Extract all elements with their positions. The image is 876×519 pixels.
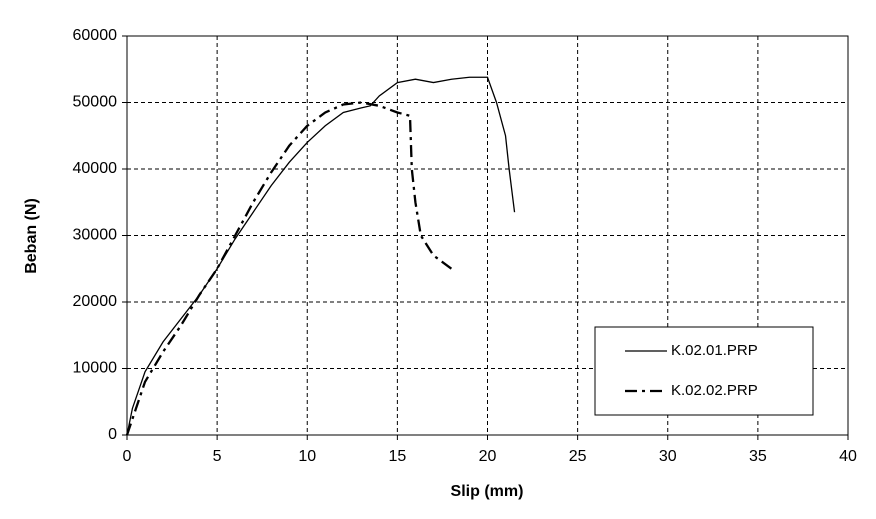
x-tick-label: 40	[839, 448, 857, 465]
x-tick-label: 5	[213, 448, 222, 465]
y-tick-label: 20000	[73, 293, 118, 310]
x-tick-label: 25	[569, 448, 587, 465]
y-tick-label: 50000	[73, 94, 118, 111]
plot-frame	[126, 35, 849, 436]
y-tick-label: 30000	[73, 227, 118, 244]
x-tick-label: 30	[659, 448, 677, 465]
line	[125, 101, 453, 436]
x-tick-label: 35	[749, 448, 767, 465]
x-tick-label: 20	[479, 448, 497, 465]
y-tick-label: 0	[108, 426, 117, 443]
y-axis-title: Beban (N)	[23, 198, 40, 274]
x-tick-label: 10	[298, 448, 316, 465]
x-tick-label: 15	[388, 448, 406, 465]
line	[126, 76, 516, 436]
x-tick-label: 0	[123, 448, 132, 465]
y-tick-label: 40000	[73, 160, 118, 177]
legend-label: K.02.01.PRP	[671, 342, 758, 359]
y-tick-label: 10000	[73, 360, 118, 377]
x-axis-title: Slip (mm)	[451, 483, 524, 500]
legend-box	[594, 326, 814, 416]
legend-label: K.02.02.PRP	[671, 382, 758, 399]
y-tick-label: 60000	[73, 27, 118, 44]
